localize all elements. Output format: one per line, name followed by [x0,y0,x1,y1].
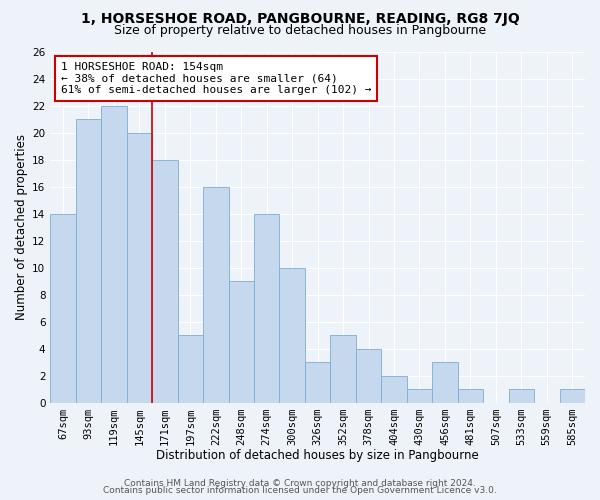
Bar [50,214,76,403]
Bar [305,362,331,403]
Bar [76,119,101,403]
Text: 1, HORSESHOE ROAD, PANGBOURNE, READING, RG8 7JQ: 1, HORSESHOE ROAD, PANGBOURNE, READING, … [80,12,520,26]
X-axis label: Distribution of detached houses by size in Pangbourne: Distribution of detached houses by size … [156,450,479,462]
Bar [381,376,407,403]
Bar [229,282,254,403]
Bar [458,390,483,403]
Text: Contains public sector information licensed under the Open Government Licence v3: Contains public sector information licen… [103,486,497,495]
Bar [152,160,178,403]
Bar [331,336,356,403]
Y-axis label: Number of detached properties: Number of detached properties [15,134,28,320]
Bar [407,390,432,403]
Bar [356,349,381,403]
Bar [560,390,585,403]
Bar [101,106,127,403]
Bar [178,336,203,403]
Text: 1 HORSESHOE ROAD: 154sqm
← 38% of detached houses are smaller (64)
61% of semi-d: 1 HORSESHOE ROAD: 154sqm ← 38% of detach… [61,62,371,95]
Text: Contains HM Land Registry data © Crown copyright and database right 2024.: Contains HM Land Registry data © Crown c… [124,478,476,488]
Bar [280,268,305,403]
Bar [127,132,152,403]
Bar [254,214,280,403]
Text: Size of property relative to detached houses in Pangbourne: Size of property relative to detached ho… [114,24,486,37]
Bar [432,362,458,403]
Bar [509,390,534,403]
Bar [203,186,229,403]
